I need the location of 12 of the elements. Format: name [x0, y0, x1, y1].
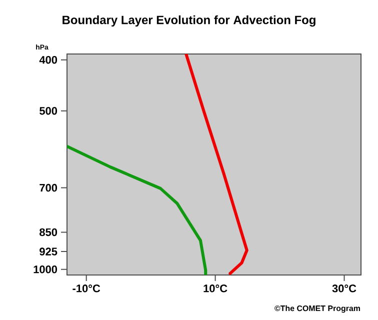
x-tick-label: -10°C [72, 284, 100, 292]
line-series [184, 54, 248, 275]
x-tick-label: 10°C [204, 284, 228, 292]
x-tick-label: 30°C [332, 284, 356, 292]
chart-title: Boundary Layer Evolution for Advection Fog [62, 15, 316, 27]
y-tick-label: 1000 [34, 266, 58, 274]
y-tick-label: 500 [40, 106, 58, 115]
line-series [67, 144, 208, 276]
y-tick-label: 700 [40, 184, 58, 192]
y-tick-label: 400 [39, 56, 58, 64]
y-tick-label: 850 [40, 228, 58, 236]
y-tick-label: 925 [40, 248, 58, 256]
